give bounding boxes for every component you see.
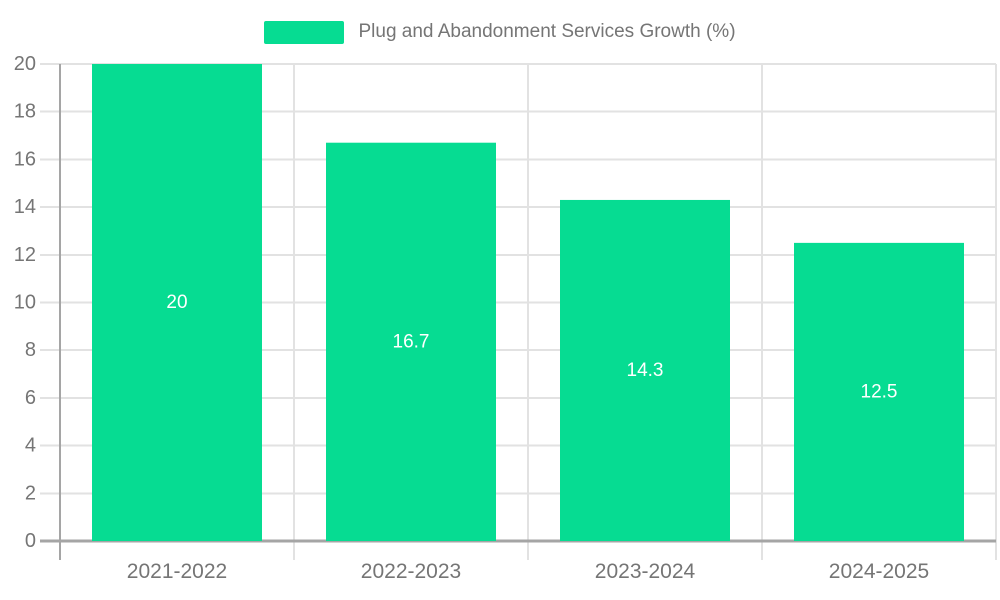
y-axis-tick-label: 12 — [14, 244, 36, 266]
x-axis-category-label: 2021-2022 — [127, 560, 227, 583]
legend-label: Plug and Abandonment Services Growth (%) — [358, 21, 736, 42]
y-axis-tick-label: 2 — [25, 482, 36, 504]
y-axis-tick-label: 18 — [14, 101, 36, 123]
x-axis-category-label: 2024-2025 — [829, 560, 929, 583]
bar-value-label: 12.5 — [861, 381, 898, 402]
bar[interactable] — [92, 64, 262, 541]
y-axis-tick-label: 16 — [14, 148, 36, 170]
x-axis-category-label: 2023-2024 — [595, 560, 696, 583]
y-axis-tick-label: 6 — [25, 387, 36, 409]
y-axis-tick-label: 0 — [25, 530, 36, 552]
legend-marker — [264, 20, 345, 44]
bar[interactable] — [794, 242, 964, 541]
y-axis-tick-label: 4 — [25, 435, 36, 457]
y-axis-tick-label: 10 — [14, 292, 36, 314]
y-axis-tick-label: 8 — [25, 339, 36, 361]
bar[interactable] — [326, 142, 496, 541]
x-axis-category-label: 2022-2023 — [361, 560, 461, 583]
bar-value-label: 20 — [166, 292, 187, 313]
legend-item[interactable]: Plug and Abandonment Services Growth (%) — [0, 19, 1000, 45]
bar-value-label: 14.3 — [627, 360, 664, 381]
y-axis-tick-label: 20 — [14, 53, 36, 75]
y-axis-tick-label: 14 — [14, 196, 36, 218]
bar[interactable] — [560, 199, 730, 541]
bar-value-label: 16.7 — [393, 331, 430, 352]
